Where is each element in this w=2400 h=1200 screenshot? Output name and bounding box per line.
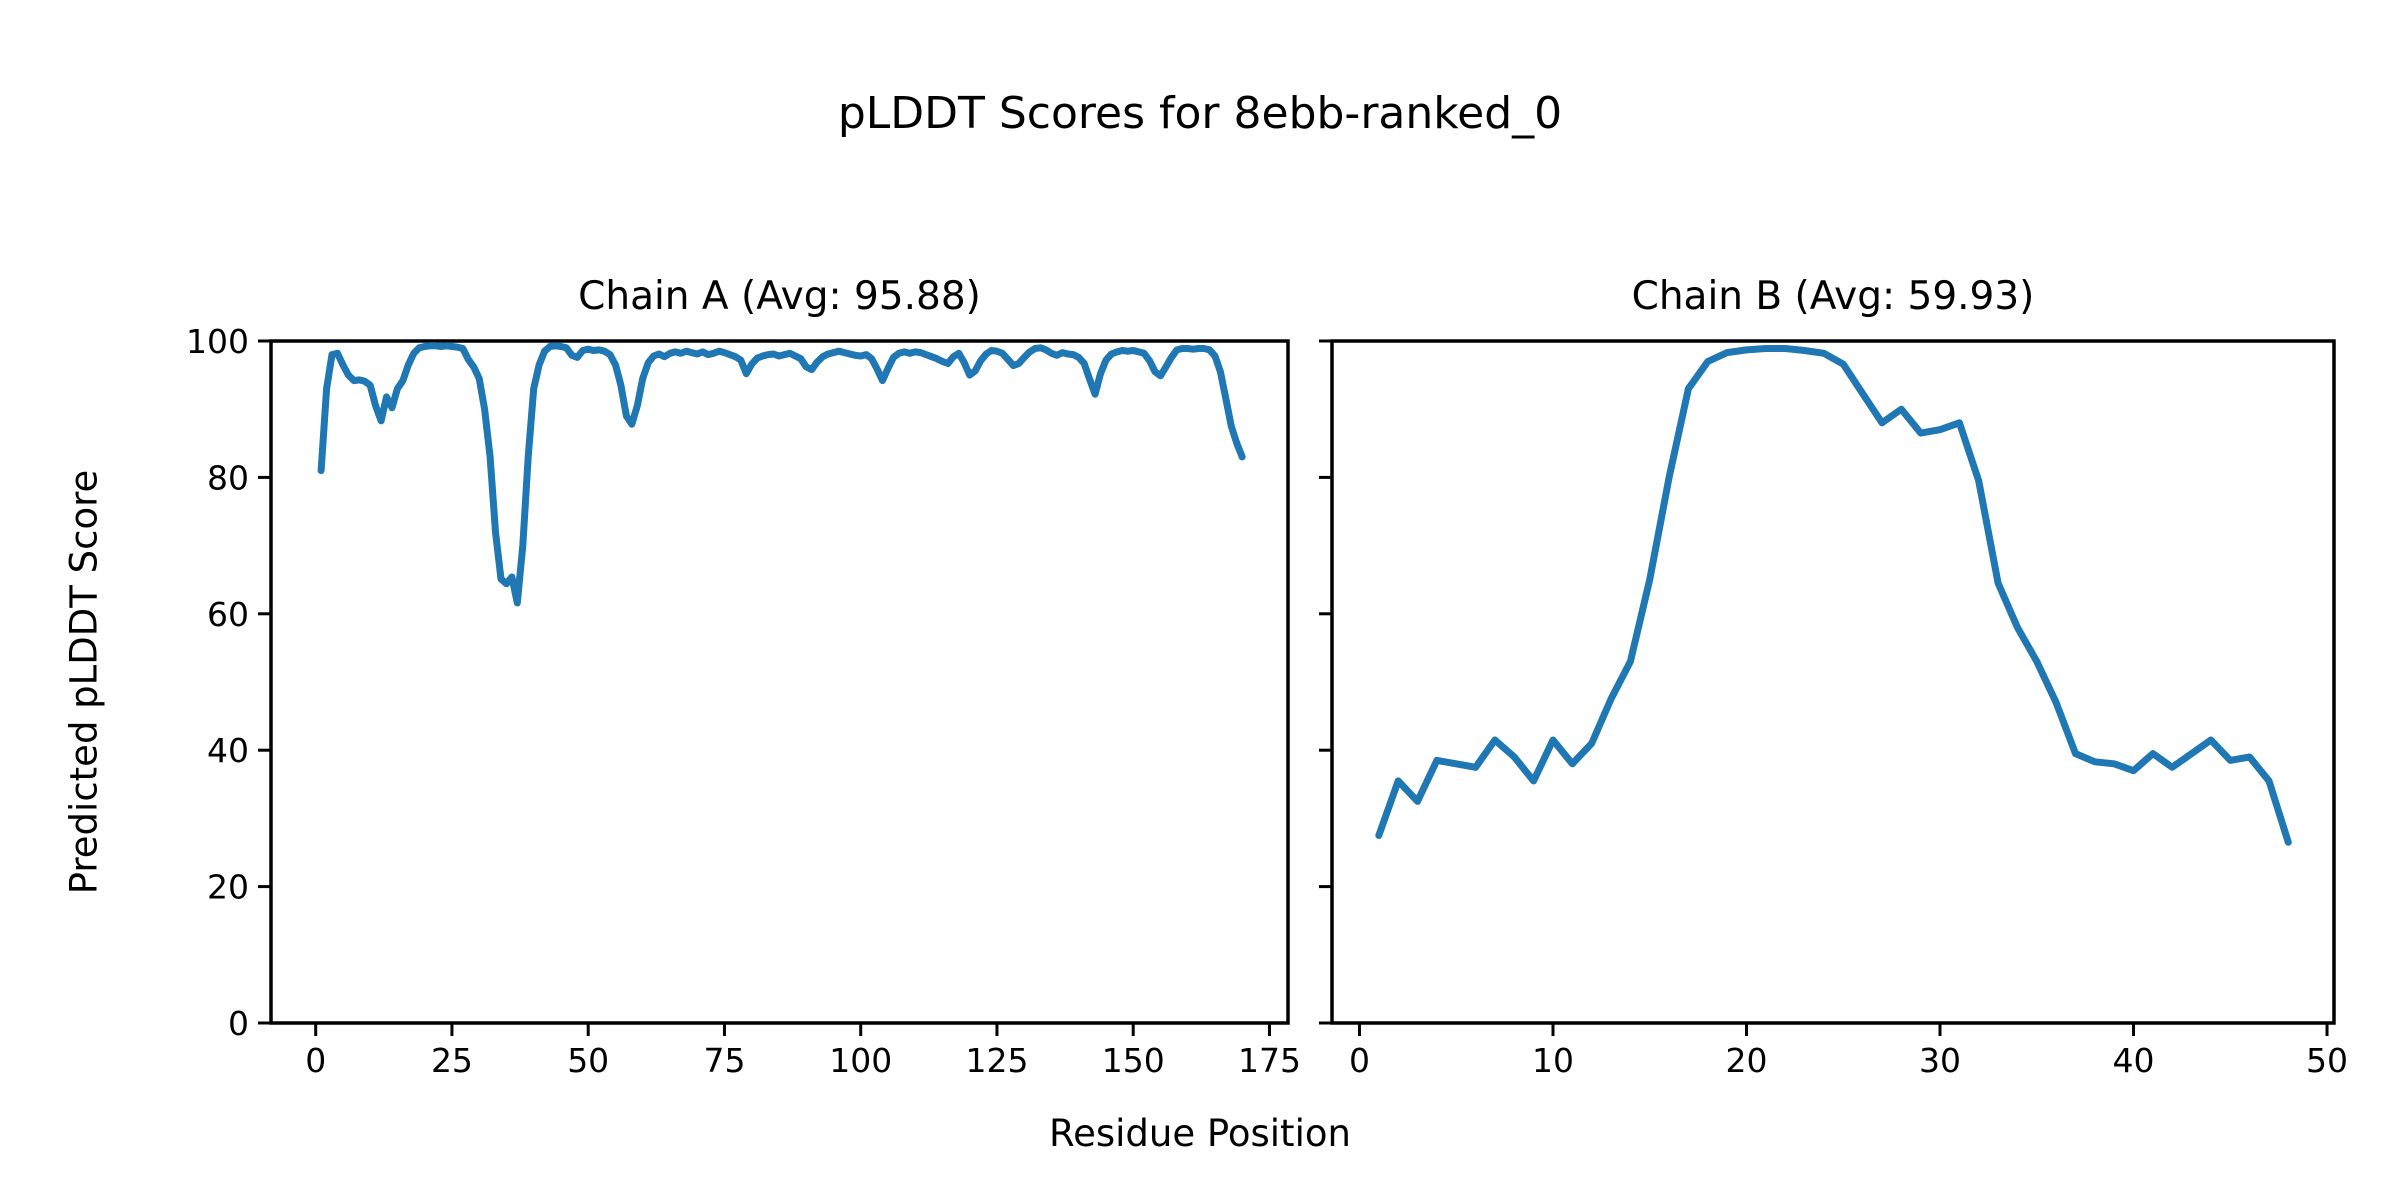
chain-a-y-tick-label: 20: [207, 868, 249, 907]
chain-a-x-tick-label: 150: [1102, 1041, 1165, 1080]
chain-b-x-tick-label: 40: [2113, 1041, 2155, 1080]
chain-a-x-tick-label: 75: [703, 1041, 745, 1080]
chain-a-plddt-line: [317, 342, 1246, 607]
chain-b-x-tick-label: 50: [2306, 1041, 2348, 1080]
chain-a-x-tick-label: 0: [305, 1041, 326, 1080]
chain-a-y-tick-label: 40: [207, 731, 249, 770]
chain-a-x-tick-label: 125: [965, 1041, 1028, 1080]
x-axis-label: Residue Position: [1049, 1112, 1351, 1155]
chain-a-y-tick-label: 60: [207, 595, 249, 634]
chain-b-x-tick-label: 0: [1349, 1041, 1370, 1080]
chain-a-x-tick-label: 100: [829, 1041, 892, 1080]
chain-b-axes-frame: [1330, 339, 2336, 1025]
chain-a-y-tick-label: 100: [186, 322, 249, 361]
chain-b-plddt-line: [1375, 345, 2292, 846]
chain-b-x-tick-label: 20: [1726, 1041, 1768, 1080]
figure-title: pLDDT Scores for 8ebb-ranked_0: [837, 88, 1563, 139]
chain-a-x-tick-label: 175: [1238, 1041, 1301, 1080]
chain-a-x-tick-label: 50: [567, 1041, 609, 1080]
chain-b-subplot-title: Chain B (Avg: 59.93): [1631, 274, 2035, 319]
chain-b-x-tick-label: 10: [1532, 1041, 1574, 1080]
chain-a-y-tick-label: 80: [207, 458, 249, 497]
chain-a-y-tick-label: 0: [228, 1004, 249, 1043]
chain-a-subplot-title: Chain A (Avg: 95.88): [578, 274, 981, 319]
chain-a-x-tick-label: 25: [431, 1041, 473, 1080]
chain-a-axes-frame: [269, 339, 1290, 1025]
chain-b-x-tick-label: 30: [1919, 1041, 1961, 1080]
